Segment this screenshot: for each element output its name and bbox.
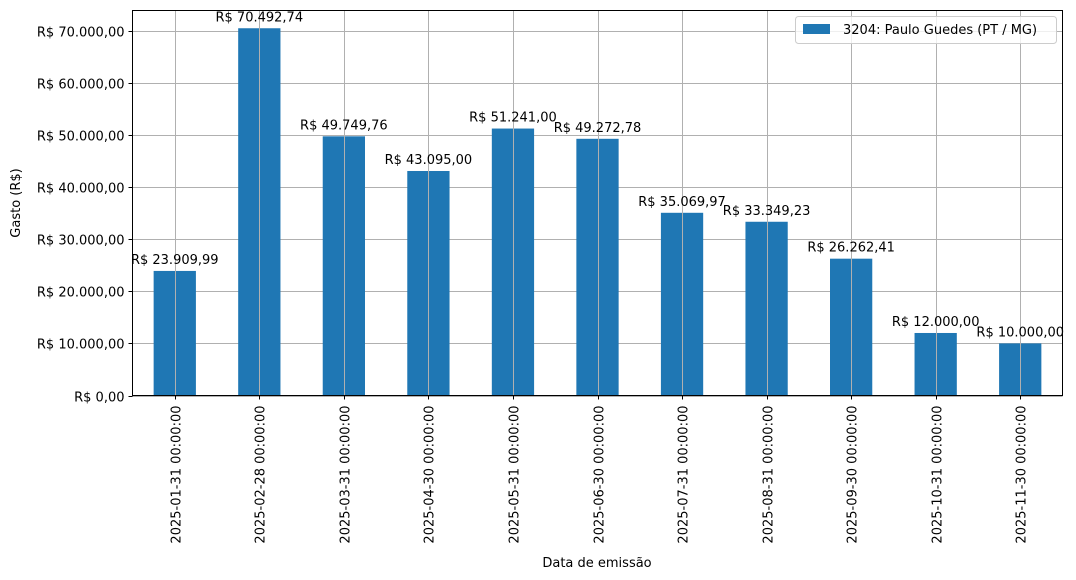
x-tick-label: 2025-11-30 00:00:00 bbox=[1015, 406, 1030, 544]
x-axis-title: Data de emissão bbox=[542, 556, 651, 571]
bar bbox=[153, 270, 196, 396]
bar bbox=[576, 138, 619, 396]
legend-box bbox=[795, 16, 1057, 44]
bar-value-labels: R$ 23.909,99 R$ 70.492,74 R$ 49.749,76 R$ 4… bbox=[131, 10, 1064, 340]
y-tick-label: R$ 60.000,00 bbox=[37, 78, 125, 93]
bar-value-label: R$ 12.000,00 bbox=[892, 315, 980, 330]
bar-value-label: R$ 70.492,74 bbox=[216, 10, 304, 25]
legend-swatch-icon bbox=[803, 24, 830, 34]
bar-value-label: R$ 49.749,76 bbox=[300, 118, 388, 133]
bar bbox=[745, 221, 788, 396]
bar-value-label: R$ 51.241,00 bbox=[469, 111, 557, 126]
bar-value-label: R$ 33.349,23 bbox=[723, 204, 811, 219]
bar-value-label: R$ 49.272,78 bbox=[554, 121, 642, 136]
y-tick-label: R$ 30.000,00 bbox=[37, 234, 125, 249]
legend-label: 3204: Paulo Guedes (PT / MG) bbox=[843, 23, 1037, 38]
x-tick-label: 2025-05-31 00:00:00 bbox=[508, 406, 523, 544]
y-tick-label: R$ 50.000,00 bbox=[37, 130, 125, 145]
plot-frame bbox=[132, 10, 1063, 396]
x-tick-label: 2025-03-31 00:00:00 bbox=[339, 406, 354, 544]
y-tick-label: R$ 40.000,00 bbox=[37, 182, 125, 197]
y-tick-label: R$ 20.000,00 bbox=[37, 286, 125, 301]
x-tick-label: 2025-10-31 00:00:00 bbox=[931, 406, 946, 544]
bar-value-label: R$ 43.095,00 bbox=[385, 153, 473, 168]
bar-value-label: R$ 23.909,99 bbox=[131, 253, 219, 268]
y-axis-title: Gasto (R$) bbox=[9, 168, 24, 237]
x-tick-label: 2025-09-30 00:00:00 bbox=[846, 406, 861, 544]
bar-value-label: R$ 10.000,00 bbox=[976, 325, 1064, 340]
bar bbox=[914, 332, 957, 396]
x-tick-label: 2025-02-28 00:00:00 bbox=[254, 406, 269, 544]
bar-value-label: R$ 26.262,41 bbox=[807, 241, 895, 256]
x-tick-label: 2025-07-31 00:00:00 bbox=[677, 406, 692, 544]
x-tick-label: 2025-04-30 00:00:00 bbox=[423, 406, 438, 544]
vertical-grid-lines bbox=[175, 10, 1021, 396]
bar bbox=[322, 136, 365, 396]
bar-value-label: R$ 35.069,97 bbox=[638, 195, 726, 210]
y-tick-label: R$ 0,00 bbox=[74, 391, 124, 406]
y-tick-label: R$ 70.000,00 bbox=[37, 26, 125, 41]
x-axis-ticks: 2025-01-31 00:00:00 2025-02-28 00:00:00 20… bbox=[170, 395, 1030, 544]
x-tick-label: 2025-06-30 00:00:00 bbox=[593, 406, 608, 544]
legend: 3204: Paulo Guedes (PT / MG) bbox=[795, 16, 1057, 44]
y-axis-ticks: R$ 0,00 R$ 10.000,00 R$ 20.000,00 R$ 30.000… bbox=[37, 26, 133, 406]
x-tick-label: 2025-01-31 00:00:00 bbox=[170, 406, 185, 544]
bar bbox=[491, 128, 535, 396]
x-tick-label: 2025-08-31 00:00:00 bbox=[762, 406, 777, 544]
y-tick-label: R$ 10.000,00 bbox=[37, 338, 125, 353]
